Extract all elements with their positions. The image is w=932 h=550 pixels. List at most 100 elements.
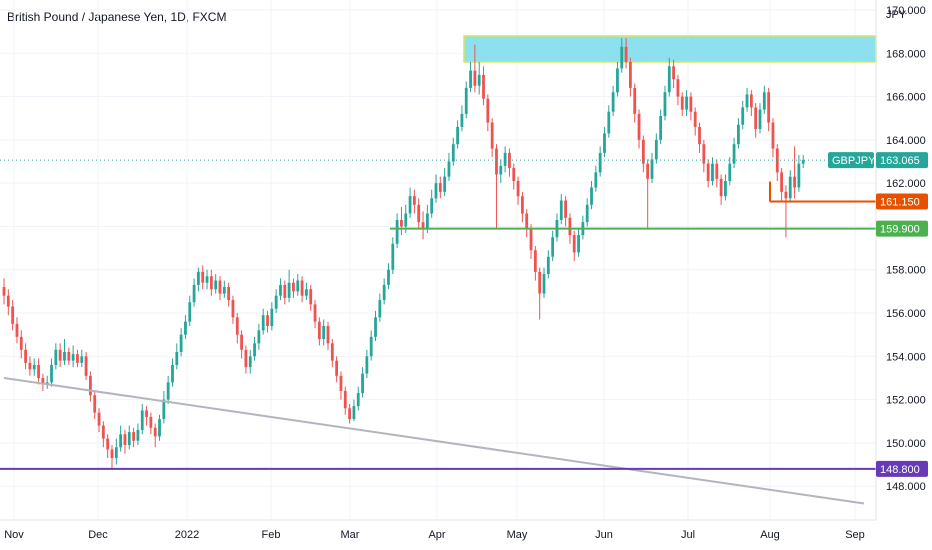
symbol-tag-label: GBPJPY xyxy=(832,155,876,167)
candle-body xyxy=(754,107,758,130)
candle-body xyxy=(140,410,144,430)
candle-body xyxy=(6,295,10,307)
candle-body xyxy=(482,74,485,99)
candle-body xyxy=(711,163,714,181)
candle-body xyxy=(67,351,71,361)
candle-body xyxy=(680,96,684,110)
candle-body xyxy=(749,94,753,108)
last-price-tag xyxy=(876,152,928,169)
candle-body xyxy=(80,356,84,363)
y-tick-label: 166.000 xyxy=(886,92,926,104)
candle-body xyxy=(451,144,455,162)
candle-body xyxy=(724,180,727,197)
candle-body xyxy=(512,168,516,181)
candle-body xyxy=(559,200,563,220)
candle-body xyxy=(201,271,205,283)
candle-body xyxy=(127,432,131,446)
candle-body xyxy=(330,343,334,361)
y-tick-label: 162.000 xyxy=(886,178,926,190)
candle-body xyxy=(270,308,274,327)
candle-body xyxy=(469,70,472,88)
candle-body xyxy=(166,382,170,400)
candle-body xyxy=(551,237,555,257)
candle-body xyxy=(352,406,356,420)
candle-body xyxy=(590,187,593,205)
y-tick-label: 168.000 xyxy=(886,48,926,60)
candle-body xyxy=(538,271,542,294)
candle-body xyxy=(607,111,611,134)
candle-body xyxy=(400,219,403,227)
candle-body xyxy=(568,217,572,236)
candle-body xyxy=(145,410,148,417)
candle-body xyxy=(28,362,32,370)
candle-body xyxy=(737,124,740,145)
candle-body xyxy=(672,66,675,80)
candle-body xyxy=(486,98,490,123)
candle-body xyxy=(741,107,745,125)
y-tick-label: 170.000 xyxy=(886,5,926,17)
candle-body xyxy=(326,326,330,344)
price-tag-label: 159.900 xyxy=(880,224,920,236)
candle-body xyxy=(343,390,347,409)
candle-body xyxy=(97,412,101,426)
candle-body xyxy=(184,321,187,335)
candle-body xyxy=(676,79,680,97)
candle-body xyxy=(361,373,364,394)
chart-title: British Pound / Japanese Yen, 1D, FXCM xyxy=(7,10,227,24)
candle-body xyxy=(84,356,88,376)
last-price-label: 163.065 xyxy=(880,155,920,167)
candle-body xyxy=(317,321,321,340)
candle-body xyxy=(780,172,783,192)
candle-body xyxy=(296,280,300,292)
candle-body xyxy=(456,126,459,145)
x-tick-label: Aug xyxy=(760,529,780,541)
candle-body xyxy=(533,250,537,272)
candle-body xyxy=(447,161,451,177)
candle-body xyxy=(624,46,628,62)
candle-body xyxy=(516,180,520,197)
candle-body xyxy=(101,425,105,439)
candle-body xyxy=(637,113,641,140)
candle-body xyxy=(244,349,248,368)
candle-body xyxy=(71,354,75,361)
candles xyxy=(2,38,805,469)
candle-body xyxy=(136,429,140,441)
x-tick-label: Apr xyxy=(428,529,445,541)
candle-body xyxy=(646,163,650,179)
candle-body xyxy=(663,92,667,117)
candle-body xyxy=(197,271,200,285)
candle-body xyxy=(300,280,304,296)
candle-body xyxy=(698,126,701,145)
candle-body xyxy=(387,269,390,285)
x-tick-label: May xyxy=(507,529,528,541)
candle-body xyxy=(758,109,762,130)
candle-body xyxy=(158,419,161,437)
candle-body xyxy=(499,165,503,175)
candle-body xyxy=(2,287,6,296)
x-tick-label: Jun xyxy=(595,529,613,541)
candle-body xyxy=(235,317,239,335)
candle-body xyxy=(546,256,550,275)
candle-body xyxy=(728,163,732,181)
price-tag-label: 161.150 xyxy=(880,197,920,209)
candle-body xyxy=(443,176,447,192)
candle-body xyxy=(659,116,663,140)
candle-body xyxy=(175,351,179,365)
x-tick-label: Jul xyxy=(681,529,695,541)
candle-body xyxy=(654,139,658,160)
candle-body xyxy=(110,449,114,459)
candle-body xyxy=(356,393,360,407)
x-tick-label: Dec xyxy=(88,529,108,541)
y-tick-label: 164.000 xyxy=(886,135,926,147)
y-tick-label: 158.000 xyxy=(886,265,926,277)
candle-body xyxy=(771,122,775,149)
level-lines xyxy=(0,159,876,505)
candle-body xyxy=(620,46,624,69)
candle-body xyxy=(408,196,412,214)
candle-body xyxy=(188,302,192,322)
candle-body xyxy=(391,243,395,270)
candle-body xyxy=(15,323,19,337)
candle-body xyxy=(434,183,438,199)
axes: 148.000 150.000 152.000 154.000 156.000 158.0… xyxy=(0,0,926,541)
